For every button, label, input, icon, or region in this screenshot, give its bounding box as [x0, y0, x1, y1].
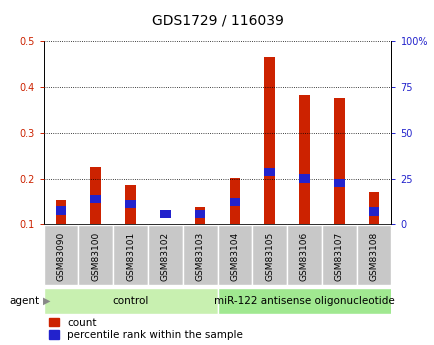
- Bar: [182, 226, 217, 285]
- Bar: [368, 192, 378, 224]
- Bar: [43, 288, 217, 314]
- Bar: [321, 226, 356, 285]
- Text: GSM83107: GSM83107: [334, 232, 343, 281]
- Bar: [264, 168, 274, 176]
- Text: GSM83108: GSM83108: [369, 232, 378, 281]
- Text: GSM83104: GSM83104: [230, 232, 239, 281]
- Bar: [194, 210, 205, 218]
- Text: agent: agent: [9, 296, 39, 306]
- Text: miR-122 antisense oligonucleotide: miR-122 antisense oligonucleotide: [214, 296, 394, 306]
- Text: GSM83102: GSM83102: [161, 232, 169, 281]
- Bar: [160, 210, 170, 218]
- Bar: [264, 57, 274, 224]
- Legend: count, percentile rank within the sample: count, percentile rank within the sample: [49, 318, 243, 340]
- Bar: [217, 226, 252, 285]
- Bar: [299, 175, 309, 183]
- Bar: [217, 288, 391, 314]
- Bar: [56, 206, 66, 215]
- Bar: [286, 226, 321, 285]
- Bar: [333, 179, 344, 187]
- Bar: [125, 199, 135, 208]
- Bar: [90, 195, 101, 203]
- Bar: [78, 226, 113, 285]
- Text: GSM83106: GSM83106: [299, 232, 308, 281]
- Text: GSM83100: GSM83100: [91, 232, 100, 281]
- Text: control: control: [112, 296, 148, 306]
- Bar: [252, 226, 286, 285]
- Text: ▶: ▶: [43, 296, 50, 306]
- Text: GSM83101: GSM83101: [126, 232, 135, 281]
- Bar: [160, 224, 170, 227]
- Text: GSM83103: GSM83103: [195, 232, 204, 281]
- Bar: [56, 200, 66, 224]
- Bar: [368, 207, 378, 216]
- Bar: [229, 198, 240, 206]
- Bar: [148, 226, 182, 285]
- Bar: [356, 226, 391, 285]
- Bar: [43, 226, 78, 285]
- Text: GDS1729 / 116039: GDS1729 / 116039: [151, 13, 283, 28]
- Bar: [299, 95, 309, 224]
- Bar: [229, 178, 240, 224]
- Bar: [90, 167, 101, 224]
- Bar: [333, 98, 344, 224]
- Text: GSM83090: GSM83090: [56, 232, 65, 281]
- Bar: [125, 185, 135, 224]
- Text: GSM83105: GSM83105: [265, 232, 273, 281]
- Bar: [113, 226, 148, 285]
- Bar: [194, 207, 205, 224]
